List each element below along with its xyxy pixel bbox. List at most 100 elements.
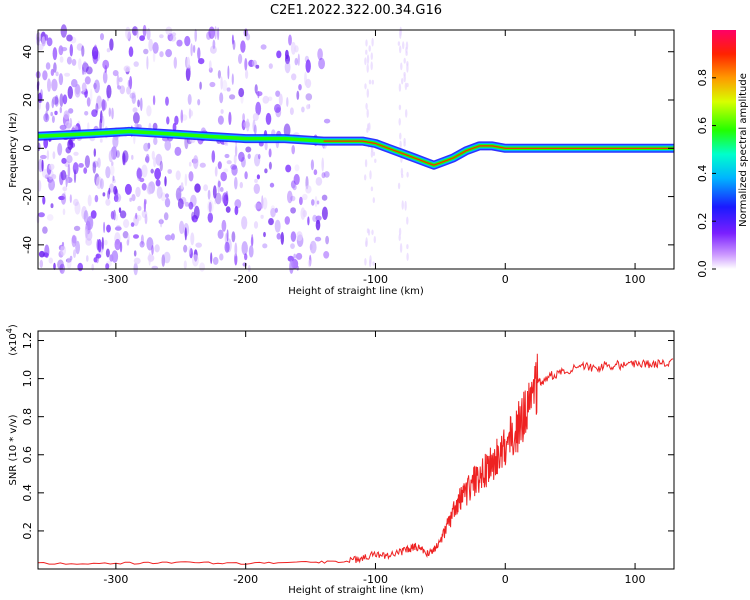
spectrogram-noise-blob bbox=[291, 145, 296, 155]
spectrogram-noise-blob bbox=[169, 35, 177, 42]
spectrogram-noise-blob bbox=[94, 194, 99, 203]
spectrogram-noise-blob bbox=[159, 218, 163, 228]
spectrogram-noise-blob bbox=[193, 205, 200, 220]
spectrogram-x-tick-label: 0 bbox=[502, 273, 509, 286]
spectrogram-noise-blob bbox=[54, 95, 59, 107]
spectrogram-noise-blob bbox=[217, 70, 221, 79]
spectrogram-noise-blob bbox=[42, 70, 48, 81]
spectrogram-noise-blob bbox=[243, 121, 251, 128]
spectrogram-noise-blob bbox=[195, 242, 202, 248]
spectrogram-noise-blob bbox=[295, 252, 303, 260]
spectrogram-noise-blob bbox=[402, 41, 405, 50]
spectrogram-noise-blob bbox=[274, 207, 278, 213]
snr-y-tick-label: 0.2 bbox=[21, 522, 34, 540]
spectrogram-noise-blob bbox=[253, 183, 260, 194]
spectrogram-noise-blob bbox=[187, 94, 192, 105]
spectrogram-noise-blob bbox=[366, 228, 370, 234]
spectrogram-noise-blob bbox=[255, 101, 262, 116]
spectrogram-noise-blob bbox=[99, 118, 102, 132]
spectrogram-noise-blob bbox=[228, 111, 232, 125]
spectrogram-noise-blob bbox=[229, 94, 236, 100]
spectrogram-noise-blob bbox=[129, 92, 136, 99]
spectrogram-noise-blob bbox=[153, 157, 157, 168]
spectrogram-noise-blob bbox=[212, 256, 219, 265]
spectrogram-noise-blob bbox=[52, 47, 58, 61]
spectrogram-noise-blob bbox=[152, 51, 156, 63]
spectrogram-noise-blob bbox=[365, 39, 368, 47]
spectrogram-noise-blob bbox=[364, 174, 367, 181]
spectrogram-noise-blob bbox=[252, 113, 259, 121]
spectrogram-noise-blob bbox=[62, 94, 68, 105]
spectrogram-noise-blob bbox=[46, 214, 54, 221]
snr-x-tick-label: -200 bbox=[233, 573, 258, 586]
spectrogram-noise-blob bbox=[64, 120, 71, 132]
spectrogram-noise-blob bbox=[369, 170, 372, 180]
snr-x-tick-label: -300 bbox=[103, 573, 128, 586]
spectrogram-noise-blob bbox=[245, 33, 251, 41]
spectrogram-noise-blob bbox=[51, 78, 58, 92]
spectrogram-noise-blob bbox=[108, 150, 114, 163]
spectrogram-noise-blob bbox=[96, 95, 102, 109]
spectrogram-noise-blob bbox=[371, 229, 374, 236]
spectrogram-noise-blob bbox=[87, 194, 92, 207]
spectrogram-noise-blob bbox=[73, 249, 76, 258]
spectrogram-noise-blob bbox=[365, 102, 368, 110]
spectrogram-noise-blob bbox=[63, 191, 66, 201]
spectrogram-noise-blob bbox=[86, 255, 89, 262]
spectrogram-noise-blob bbox=[66, 155, 73, 164]
spectrogram-noise-blob bbox=[189, 110, 194, 117]
spectrogram-x-tick-label: -300 bbox=[103, 273, 128, 286]
spectrogram-noise-blob bbox=[276, 233, 282, 240]
spectrogram-noise-blob bbox=[268, 218, 274, 226]
spectrogram-noise-blob bbox=[118, 77, 123, 83]
spectrogram-noise-blob bbox=[86, 97, 91, 107]
spectrogram-noise-blob bbox=[124, 183, 132, 195]
spectrogram-noise-blob bbox=[119, 210, 127, 219]
spectrogram-noise-blob bbox=[238, 151, 245, 162]
spectrogram-noise-blob bbox=[222, 79, 228, 92]
spectrogram-noise-blob bbox=[59, 171, 64, 186]
spectrogram-noise-blob bbox=[231, 165, 238, 176]
spectrogram-noise-blob bbox=[276, 50, 282, 59]
spectrogram-noise-blob bbox=[400, 167, 404, 176]
spectrogram-noise-blob bbox=[159, 34, 164, 39]
spectrogram-noise-blob bbox=[215, 192, 222, 205]
snr-y-tick-label: 1.2 bbox=[21, 332, 34, 350]
spectrogram-noise-blob bbox=[40, 89, 43, 103]
spectrogram-noise-blob bbox=[146, 185, 153, 195]
spectrogram-noise-blob bbox=[155, 179, 161, 187]
spectrogram-noise-blob bbox=[406, 63, 409, 73]
spectrogram-noise-blob bbox=[217, 27, 220, 41]
spectrogram-noise-blob bbox=[137, 99, 141, 108]
spectrogram-noise-blob bbox=[254, 84, 258, 94]
snr-y-tick-label: 0.4 bbox=[21, 484, 34, 502]
spectrogram-noise-blob bbox=[208, 26, 215, 39]
spectrogram-noise-blob bbox=[148, 38, 154, 52]
spectrogram-noise-blob bbox=[217, 115, 224, 125]
spectrogram-noise-blob bbox=[57, 143, 63, 156]
spectrogram-noise-blob bbox=[171, 32, 177, 37]
spectrogram-noise-blob bbox=[188, 245, 192, 255]
spectrogram-noise-blob bbox=[268, 148, 272, 158]
spectrogram-noise-blob bbox=[242, 113, 246, 122]
spectrogram-noise-blob bbox=[220, 76, 223, 90]
spectrogram-noise-blob bbox=[241, 216, 248, 230]
spectrogram-noise-blob bbox=[100, 33, 104, 41]
spectrogram-noise-blob bbox=[131, 154, 134, 160]
spectrogram-noise-blob bbox=[99, 138, 103, 143]
spectrogram-noise-blob bbox=[128, 46, 134, 57]
spectrogram-noise-blob bbox=[65, 146, 72, 154]
spectrogram-noise-blob bbox=[125, 26, 131, 40]
spectrogram-noise-blob bbox=[133, 214, 139, 227]
spectrogram-noise-blob bbox=[106, 48, 111, 53]
spectrogram-noise-blob bbox=[214, 199, 217, 205]
spectrogram-noise-blob bbox=[290, 195, 296, 202]
spectrogram-noise-blob bbox=[261, 195, 264, 209]
spectrogram-noise-blob bbox=[42, 195, 46, 205]
spectrogram-noise-blob bbox=[54, 110, 58, 116]
spectrogram-noise-blob bbox=[136, 27, 139, 39]
spectrogram-noise-blob bbox=[217, 180, 221, 188]
spectrogram-noise-blob bbox=[184, 173, 188, 187]
spectrogram-x-ticks: -300 -200 -100 0 100 bbox=[103, 30, 646, 286]
